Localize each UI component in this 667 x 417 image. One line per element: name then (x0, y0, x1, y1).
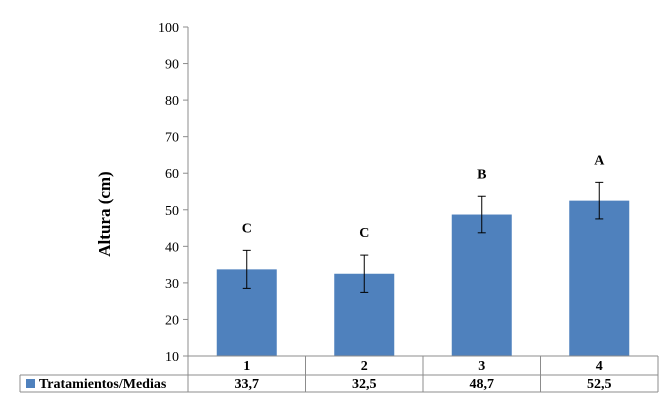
legend-series-name: Tratamientos/Medias (39, 377, 167, 392)
y-axis: 10 20 30 40 50 60 70 80 90 100 (158, 21, 189, 392)
y-tick-label: 40 (165, 240, 179, 255)
y-axis-title: Altura (cm) (95, 171, 114, 256)
table-value-cell: 32,5 (352, 377, 377, 392)
bars (216, 200, 630, 356)
y-tick-label: 90 (165, 58, 179, 73)
data-table: 1 2 3 4 Tratamientos/Medias 33,7 32,5 48,7 52,5 (19, 355, 659, 393)
table-value-cell: 48,7 (470, 377, 495, 392)
table-value-cell: 52,5 (587, 377, 612, 392)
y-tick-label: 80 (165, 94, 179, 109)
legend-swatch (26, 379, 35, 388)
y-tick-label: 30 (165, 277, 179, 292)
table-value-cell: 33,7 (235, 377, 260, 392)
x-category-label: 1 (243, 359, 250, 374)
y-tick-label: 60 (165, 167, 179, 182)
significance-letters: C C B A (242, 153, 606, 241)
significance-letter: B (477, 167, 486, 182)
x-category-label: 2 (361, 359, 368, 374)
x-category-label: 4 (596, 359, 603, 374)
x-category-label: 3 (478, 359, 485, 374)
significance-letter: C (242, 221, 252, 236)
error-bars (242, 181, 604, 293)
y-tick-label: 10 (165, 350, 179, 365)
y-tick-label: 20 (165, 313, 179, 328)
y-tick-label: 100 (158, 21, 179, 36)
bar (451, 214, 512, 356)
bar (569, 200, 630, 356)
y-tick-label: 70 (165, 131, 179, 146)
y-tick-label: 50 (165, 204, 179, 219)
significance-letter: A (594, 153, 605, 168)
significance-letter: C (359, 226, 369, 241)
